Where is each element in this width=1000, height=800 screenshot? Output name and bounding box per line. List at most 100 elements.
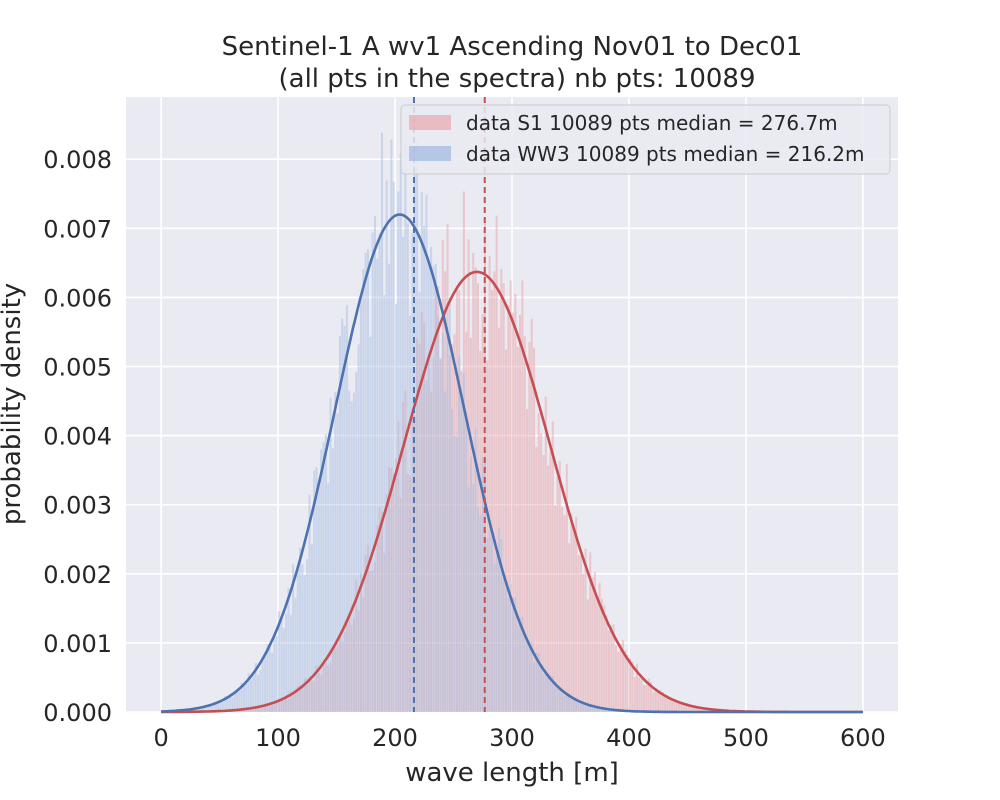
histogram-bar <box>329 397 332 712</box>
histogram-bar <box>271 653 274 712</box>
histogram-bar <box>500 269 503 712</box>
histogram-bar <box>551 676 554 712</box>
histogram-bar <box>519 617 522 712</box>
histogram-bar <box>444 391 447 712</box>
histogram-bar <box>376 258 379 712</box>
histogram-bar <box>221 702 224 712</box>
histogram-bar <box>462 373 465 712</box>
histogram-bar <box>355 372 358 712</box>
histogram-bar <box>682 704 685 712</box>
histogram-bar <box>390 139 393 712</box>
histogram-bar <box>259 669 262 712</box>
histogram-bar <box>664 695 667 712</box>
histogram-bar <box>568 543 571 712</box>
histogram-bar <box>397 191 400 713</box>
x-tick-label: 200 <box>372 724 418 752</box>
histogram-bar <box>460 394 463 712</box>
histogram-bar <box>577 701 580 712</box>
histogram-bar <box>528 341 531 712</box>
histogram-bar <box>495 215 498 713</box>
histogram-bar <box>458 356 461 712</box>
histogram-bar <box>441 333 444 712</box>
histogram-bar <box>481 457 484 712</box>
histogram-bar <box>497 327 501 712</box>
histogram-bar <box>526 409 529 712</box>
histogram-bar <box>502 576 505 712</box>
histogram-bar <box>193 708 196 712</box>
histogram-bar <box>334 392 337 712</box>
median-lines <box>412 97 486 712</box>
histogram-bar <box>205 706 208 712</box>
histogram-bar <box>673 699 676 712</box>
histogram-bar <box>252 673 255 712</box>
histogram-bar <box>526 640 529 712</box>
histogram-bar <box>242 682 246 712</box>
histogram-bar <box>537 413 540 712</box>
legend-frame <box>400 104 891 175</box>
histogram-bar <box>556 684 559 712</box>
histogram-bar <box>540 433 543 712</box>
histogram-bar <box>570 513 573 712</box>
histogram-bar <box>563 695 566 712</box>
histogram-bar <box>207 706 210 712</box>
y-tick-label: 0.008 <box>43 146 112 174</box>
histogram-bar <box>306 559 309 712</box>
histogram-bar <box>575 516 578 712</box>
histogram-bar <box>512 597 515 712</box>
histogram-bar <box>671 698 674 712</box>
fit-curves <box>161 213 863 714</box>
legend: data S1 10089 pts median = 276.7m data W… <box>400 104 891 175</box>
histogram-bar <box>486 538 489 712</box>
histogram-bar <box>628 658 632 712</box>
histogram-bar <box>607 709 610 712</box>
histogram-bar <box>591 706 594 712</box>
y-axis-label: probability density <box>0 283 27 525</box>
histogram-bar <box>582 573 585 712</box>
x-tick-label: 400 <box>606 724 652 752</box>
histogram-bar <box>282 627 285 712</box>
histogram-bar <box>296 566 299 712</box>
histogram-bar <box>626 655 629 712</box>
histogram-bar <box>479 515 482 712</box>
histogram-bar <box>247 673 250 712</box>
histogram-bar <box>514 293 517 712</box>
y-tick-label: 0.007 <box>43 215 112 243</box>
histogram-bar <box>294 597 297 712</box>
histogram-bar <box>313 470 316 712</box>
histogram-bar <box>385 180 388 712</box>
chart-title-line2: (all pts in the spectra) nb pts: 10089 <box>279 64 756 94</box>
histogram-bar <box>357 344 360 712</box>
histogram-bar <box>378 233 381 712</box>
histogram-bar <box>425 194 428 712</box>
legend-swatch-ww3 <box>409 146 451 161</box>
histogram-bar <box>685 703 688 712</box>
histogram-bar <box>238 688 241 712</box>
histogram-bar <box>584 705 587 712</box>
chart-title-line1: Sentinel-1 A wv1 Ascending Nov01 to Dec0… <box>222 32 803 62</box>
histogram-bar <box>593 572 596 712</box>
x-tick-label: 300 <box>489 724 535 752</box>
histogram-bar <box>388 263 391 712</box>
histogram-bar <box>561 691 564 712</box>
y-tick-label: 0.004 <box>43 423 112 451</box>
histogram-bar <box>476 283 479 712</box>
histogram-bar <box>364 252 367 712</box>
histogram-bar <box>579 555 582 712</box>
histogram-bar <box>699 708 702 712</box>
legend-label-s1: data S1 10089 pts median = 276.7m <box>466 111 838 135</box>
histogram-bar <box>603 709 606 712</box>
histogram-bar <box>345 305 348 712</box>
histogram-bar <box>196 708 199 712</box>
histogram-bar <box>490 289 493 712</box>
histogram-bar <box>200 708 203 712</box>
histogram-bar <box>558 690 561 712</box>
histogram-bar <box>533 347 536 712</box>
histogram-bar <box>383 295 386 712</box>
histogram-bar <box>521 280 524 712</box>
histogram-bar <box>600 708 603 712</box>
histogram-bar <box>437 316 440 712</box>
histogram-bar <box>409 315 412 712</box>
histogram-bar <box>240 682 243 712</box>
histogram-bar <box>568 693 571 712</box>
